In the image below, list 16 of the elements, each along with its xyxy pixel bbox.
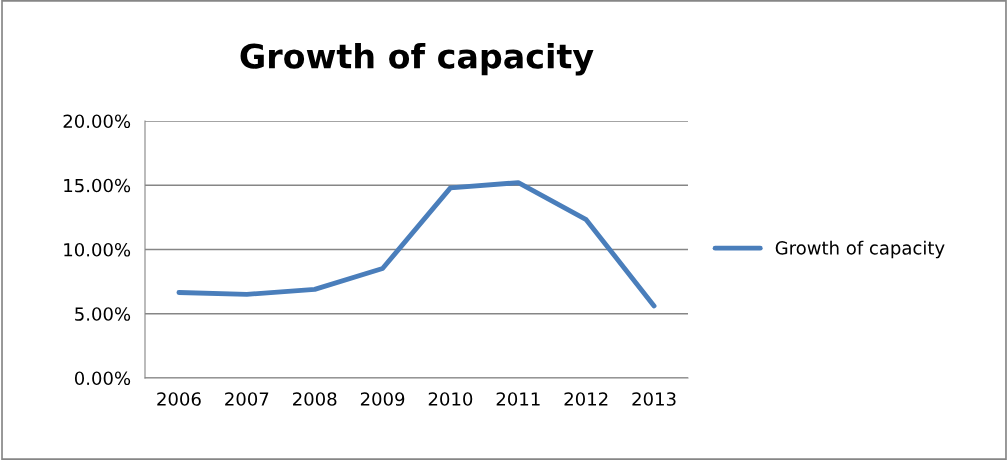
chart-title: Growth of capacity [240, 42, 594, 76]
x-tick-label: 2010 [428, 392, 473, 406]
line-series [176, 180, 657, 309]
y-tick-label: 5.00% [75, 307, 131, 321]
x-tick-label: 2012 [564, 392, 608, 406]
y-tick-label: 20.00% [63, 114, 131, 129]
legend-label: Growth of capacity [775, 240, 945, 259]
x-tick-label: 2008 [293, 392, 337, 406]
x-tick-label: 2011 [496, 392, 540, 406]
x-tick-label: 2007 [225, 392, 269, 406]
y-tick-label: 0.00% [74, 371, 131, 386]
y-tick-label: 15.00% [64, 178, 131, 193]
x-tick-label: 2009 [360, 392, 405, 406]
x-tick-label: 2006 [157, 392, 201, 406]
y-tick-label: 10.00% [64, 242, 131, 257]
x-tick-label: 2013 [632, 392, 676, 406]
